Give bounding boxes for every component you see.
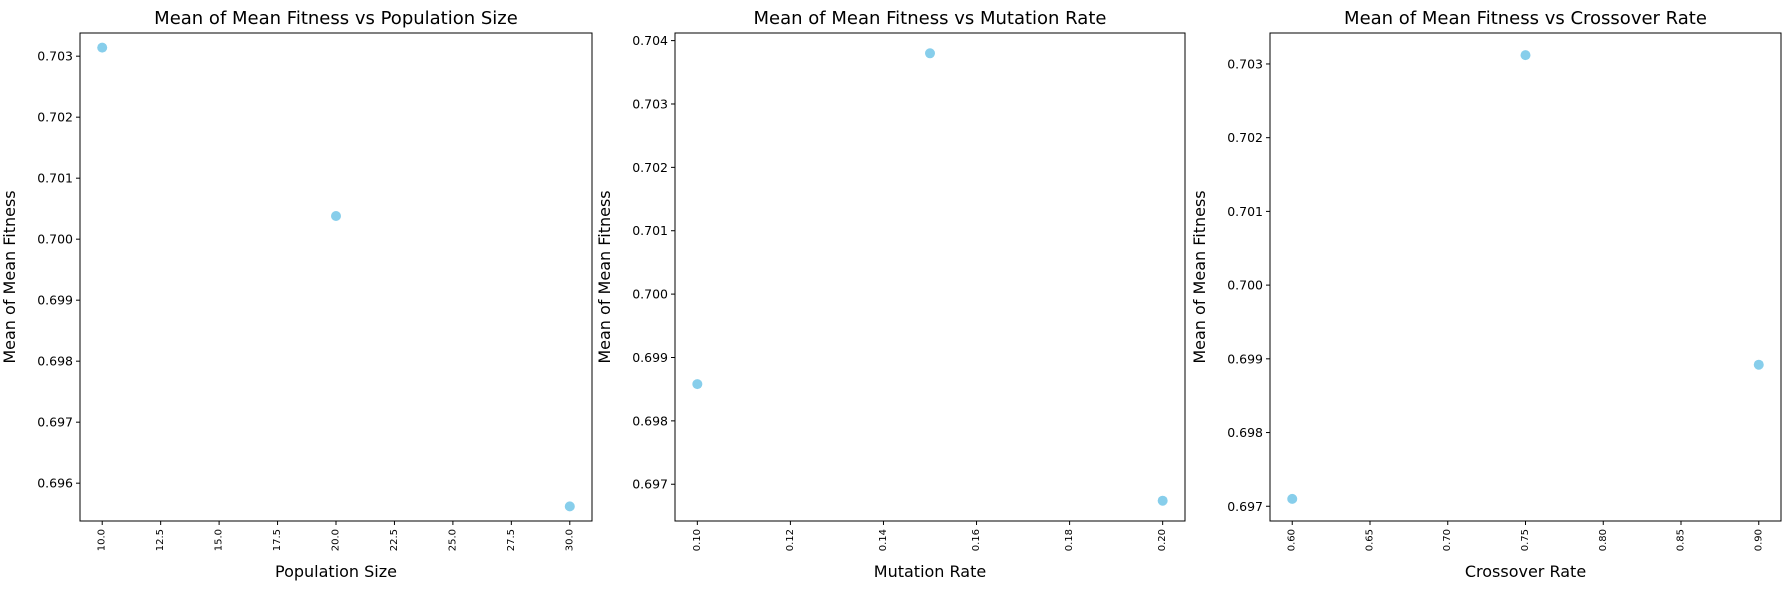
x-tick-label: 0.75: [1520, 529, 1531, 551]
data-point: [97, 42, 108, 53]
y-tick-label: 0.702: [632, 160, 668, 175]
y-axis-label: Mean of Mean Fitness: [1190, 190, 1209, 363]
x-tick-label: 15.0: [214, 529, 225, 551]
x-tick-label: 0.20: [1157, 529, 1168, 551]
y-tick-label: 0.700: [37, 232, 73, 247]
x-tick-label: 17.5: [272, 529, 283, 551]
chart-panel-1: Mean of Mean Fitness vs Population Size P…: [0, 8, 593, 581]
x-tick-label: 22.5: [389, 529, 400, 551]
x-tick-label: 30.0: [564, 529, 575, 551]
x-axis-label: Crossover Rate: [1465, 562, 1586, 581]
chart-title: Mean of Mean Fitness vs Mutation Rate: [754, 8, 1107, 29]
y-tick-label: 0.697: [1227, 499, 1263, 514]
x-tick-label: 10.0: [97, 529, 108, 551]
x-tick-label: 12.5: [155, 529, 166, 551]
x-tick-label: 0.18: [1064, 529, 1075, 551]
y-tick-label: 0.701: [37, 171, 73, 186]
x-tick-label: 0.14: [878, 529, 889, 551]
data-point: [1753, 359, 1764, 370]
axes-frame: [674, 32, 1186, 522]
y-tick-label: 0.702: [37, 110, 73, 125]
axes-frame: [1269, 32, 1782, 522]
x-tick-label: 25.0: [447, 529, 458, 551]
data-point: [925, 48, 935, 59]
x-tick-label: 0.12: [785, 529, 796, 551]
y-axis-label: Mean of Mean Fitness: [595, 190, 614, 363]
data-point: [692, 379, 703, 390]
y-tick-label: 0.701: [632, 223, 668, 238]
data-point: [1157, 495, 1168, 506]
x-tick-label: 20.0: [331, 529, 342, 551]
x-tick-label: 0.10: [692, 529, 703, 551]
data-point: [1520, 50, 1531, 61]
y-tick-label: 0.698: [37, 354, 73, 369]
x-axis-label: Mutation Rate: [874, 562, 986, 581]
y-tick-label: 0.700: [632, 287, 668, 302]
y-tick-label: 0.697: [632, 477, 668, 492]
chart-title: Mean of Mean Fitness vs Crossover Rate: [1344, 8, 1707, 29]
y-tick-label: 0.704: [632, 33, 668, 48]
chart-panel-3: Mean of Mean Fitness vs Crossover Rate Cr…: [1190, 8, 1782, 581]
y-tick-label: 0.703: [632, 96, 668, 111]
y-tick-label: 0.698: [1227, 425, 1263, 440]
y-tick-label: 0.703: [1227, 56, 1263, 71]
y-tick-label: 0.697: [37, 415, 73, 430]
y-tick-label: 0.700: [1227, 278, 1263, 293]
x-tick-label: 27.5: [506, 529, 517, 551]
y-tick-label: 0.699: [1227, 351, 1263, 366]
y-tick-label: 0.698: [632, 413, 668, 428]
y-tick-label: 0.702: [1227, 130, 1263, 145]
data-point: [1287, 493, 1298, 504]
x-axis-label: Population Size: [275, 562, 397, 581]
chart-panel-2: Mean of Mean Fitness vs Mutation Rate Mut…: [595, 8, 1186, 581]
axes-frame: [79, 32, 593, 522]
x-tick-label: 0.85: [1676, 529, 1687, 551]
y-tick-label: 0.699: [37, 293, 73, 308]
data-point: [331, 211, 341, 221]
y-axis-label: Mean of Mean Fitness: [0, 190, 19, 363]
x-tick-label: 0.90: [1753, 529, 1764, 551]
x-tick-label: 0.80: [1598, 529, 1609, 551]
y-tick-label: 0.703: [37, 49, 73, 64]
y-tick-label: 0.701: [1227, 204, 1263, 219]
x-tick-label: 0.60: [1287, 529, 1298, 551]
y-tick-label: 0.696: [37, 476, 73, 491]
x-tick-label: 0.16: [971, 529, 982, 551]
x-tick-label: 0.70: [1442, 529, 1453, 551]
y-tick-label: 0.699: [632, 350, 668, 365]
data-point: [564, 501, 575, 512]
chart-title: Mean of Mean Fitness vs Population Size: [154, 8, 518, 29]
x-tick-label: 0.65: [1364, 529, 1375, 551]
